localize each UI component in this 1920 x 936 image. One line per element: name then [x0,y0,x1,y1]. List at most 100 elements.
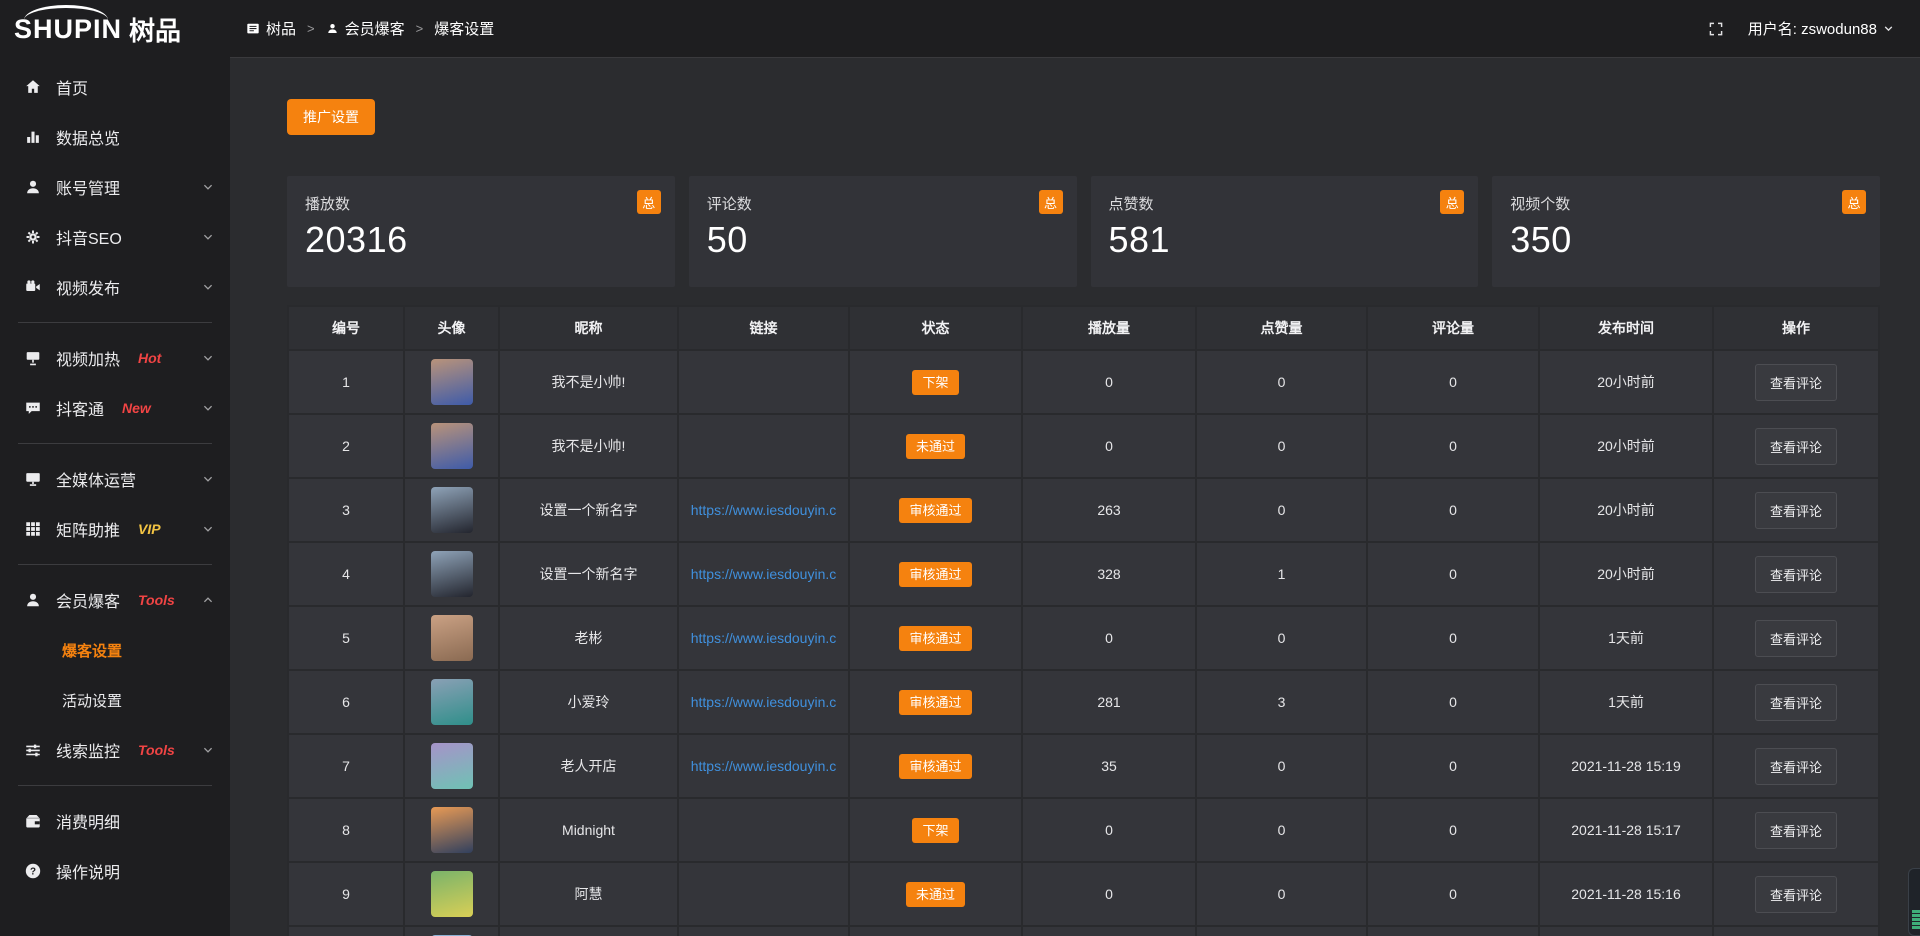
avatar [430,423,473,469]
sidebar-item-label: 抖音SEO [56,231,122,248]
cell-actions: 查看评论 [1712,541,1880,607]
view-comments-button[interactable]: 查看评论 [1754,427,1837,465]
view-comments-button[interactable]: 查看评论 [1754,811,1837,849]
breadcrumb: 树品 > 会员爆客 > 爆客设置 [246,18,494,39]
col-header-status: 状态 [848,305,1023,351]
row-plays: 0 [1105,374,1113,390]
cell-plays: 35 [1021,733,1197,799]
table-row: 6 小爱玲 https://www.iesdouyin.c 审核通过 281 3… [287,669,1880,735]
cell-time: 20小时前 [1538,413,1714,479]
cell-id: 2 [287,413,405,479]
stat-label: 视频个数 [1510,196,1571,213]
row-nickname: 设置一个新名字 [539,566,638,582]
sidebar-item-home[interactable]: 首页 [0,62,230,112]
cell-link [677,797,850,863]
cell-avatar [403,925,500,936]
row-nickname: 我不是小帅! [551,438,626,454]
sidebar-submenu: 爆客设置 活动设置 [0,625,230,725]
new-tag: New [122,400,151,416]
sidebar-subitem-baoke-settings[interactable]: 爆客设置 [0,625,230,675]
view-comments-button[interactable]: 查看评论 [1754,491,1837,529]
sidebar-item-media-operation[interactable]: 全媒体运营 [0,454,230,504]
question-circle-icon: ? [24,862,42,880]
row-likes: 3 [1277,694,1286,710]
cell-likes: 3 [1195,669,1368,735]
gear-icon [24,228,42,246]
view-comments-button[interactable]: 查看评论 [1754,555,1837,593]
cell-plays: 0 [1021,605,1197,671]
cell-nickname: 设置一个新名字 [498,541,679,607]
row-link[interactable]: https://www.iesdouyin.c [690,694,837,710]
view-comments-button[interactable]: 查看评论 [1754,619,1837,657]
breadcrumb-item-root[interactable]: 树品 [246,18,296,39]
promo-settings-button[interactable]: 推广设置 [287,99,375,135]
cell-status: 未通过 [848,861,1023,927]
cell-actions: 查看评论 [1712,669,1880,735]
sidebar-item-label: 账号管理 [56,181,121,198]
sidebar-item-video-publish[interactable]: 视频发布 [0,262,230,312]
view-comments-button[interactable]: 查看评论 [1754,875,1837,913]
sidebar-item-member-baoke[interactable]: 会员爆客 Tools [0,575,230,625]
floating-widget[interactable] [1908,868,1920,936]
row-nickname: 老人开店 [560,758,617,774]
breadcrumb-separator: > [415,21,424,36]
sidebar-item-label: 矩阵助推 [56,523,121,540]
sidebar-item-clue-monitor[interactable]: 线索监控 Tools [0,725,230,775]
cell-status: 审核通过 [848,541,1023,607]
row-time: 1天前 [1608,694,1644,710]
sidebar-item-douketong[interactable]: 抖客通 New [0,383,230,433]
col-header-avatar: 头像 [403,305,500,351]
col-header-link: 链接 [677,305,850,351]
breadcrumb-item-member[interactable]: 会员爆客 [326,18,405,39]
row-id: 1 [342,374,350,390]
row-comments: 0 [1449,886,1457,902]
row-likes: 0 [1277,438,1286,454]
view-comments-button[interactable]: 查看评论 [1754,747,1837,785]
cell-plays: 0 [1021,413,1197,479]
sidebar-item-data-overview[interactable]: 数据总览 [0,112,230,162]
person-icon [327,24,337,34]
row-link[interactable]: https://www.iesdouyin.c [690,502,837,518]
sidebar-item-douyin-seo[interactable]: 抖音SEO [0,212,230,262]
user-dropdown[interactable]: 用户名: zswodun88 [1748,18,1894,39]
sidebar-item-account[interactable]: 账号管理 [0,162,230,212]
cell-link [677,413,850,479]
cell-id: 9 [287,861,405,927]
view-comments-button[interactable]: 查看评论 [1754,363,1837,401]
status-badge: 下架 [912,817,959,843]
view-comments-button[interactable]: 查看评论 [1754,683,1837,721]
sidebar-subitem-activity-settings[interactable]: 活动设置 [0,675,230,725]
cell-likes: 0 [1195,733,1368,799]
sidebar-item-video-heat[interactable]: 视频加热 Hot [0,333,230,383]
row-comments: 0 [1449,822,1457,838]
cell-time: 20小时前 [1538,477,1714,543]
cell-avatar [403,733,500,799]
avatar [430,679,473,725]
status-badge: 未通过 [905,881,965,907]
cell-time: 20小时前 [1538,349,1714,415]
row-link[interactable]: https://www.iesdouyin.c [690,630,837,646]
table-header-row: 编号 头像 昵称 链接 状态 播放量 点赞量 评论量 发布时间 操作 [287,305,1880,351]
sidebar-item-instructions[interactable]: ? 操作说明 [0,846,230,896]
fullscreen-icon[interactable] [1708,21,1724,37]
stat-value: 581 [1108,219,1171,260]
sidebar-item-matrix-boost[interactable]: 矩阵助推 VIP [0,504,230,554]
cell-status: 审核通过 [848,733,1023,799]
cell-actions: 查看评论 [1712,861,1880,927]
home-icon [24,78,42,96]
row-time: 1天前 [1608,630,1644,646]
monitor-icon [24,470,42,488]
cell-status: 审核通过 [848,669,1023,735]
cell-id: 7 [287,733,405,799]
cell-link: https://www.iesdouyin.c [677,605,850,671]
row-time: 20小时前 [1597,374,1655,390]
row-link[interactable]: https://www.iesdouyin.c [690,758,837,774]
table-row: 5 老彬 https://www.iesdouyin.c 审核通过 0 0 0 … [287,605,1880,671]
cell-nickname: 我不是小帅! [498,413,679,479]
username-text: 用户名: zswodun88 [1747,21,1877,38]
sidebar-item-consumption[interactable]: 消费明细 [0,796,230,846]
cell-actions: 查看评论 [1712,605,1880,671]
cell-likes: 0 [1195,605,1368,671]
row-link[interactable]: https://www.iesdouyin.c [690,566,837,582]
chevron-down-icon [202,402,214,414]
